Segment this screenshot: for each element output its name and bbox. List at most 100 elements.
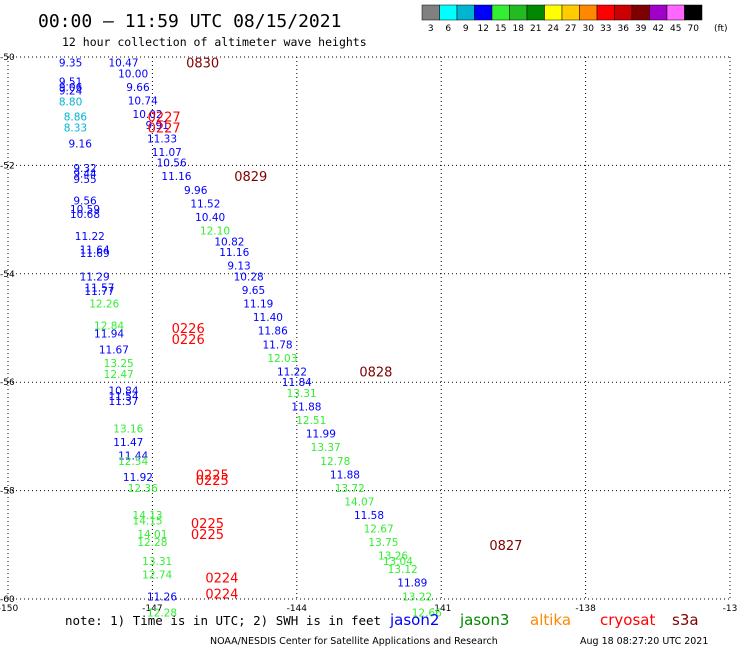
wave-height-value: 9.56 (73, 196, 97, 208)
scale-swatch (631, 4, 650, 21)
wave-height-value: 11.89 (397, 578, 427, 590)
scale-label: 3 (428, 24, 434, 34)
wave-height-value: 10.59 (70, 204, 100, 216)
wave-height-value: 13.12 (388, 564, 418, 576)
wave-height-value: 10.74 (128, 95, 158, 107)
pass-time-label: 0830 (186, 56, 219, 71)
grid-lines (7, 56, 731, 600)
legend-jason2: jason2 (389, 611, 439, 629)
wave-height-value: 9.55 (73, 174, 96, 186)
scale-label: 30 (583, 24, 595, 34)
wave-height-value: 12.26 (89, 299, 119, 311)
wave-height-value: 11.88 (330, 469, 360, 481)
x-tick-label: -138 (575, 604, 596, 614)
wave-height-value: 11.22 (277, 366, 307, 378)
y-tick-label: -60 (0, 595, 15, 605)
scale-label: 6 (445, 24, 451, 34)
wave-height-value: 13.16 (113, 423, 143, 435)
scale-swatch (561, 4, 580, 21)
scale-label: 18 (513, 24, 525, 34)
pass-time-label: 0829 (234, 170, 267, 185)
wave-height-value: 12.84 (94, 320, 124, 332)
wave-height-value: 13.25 (104, 358, 134, 370)
wave-height-value: 11.54 (108, 391, 138, 403)
pass-time-label: 0226 (172, 322, 205, 337)
wave-height-value: 11.58 (354, 510, 384, 522)
pass-time-label: 0828 (359, 365, 392, 380)
pass-time-label: 0827 (489, 539, 522, 554)
wave-height-value: 11.44 (118, 450, 148, 462)
y-tick-label: -56 (0, 378, 15, 388)
pass-time-label: 0225 (196, 468, 229, 483)
chart-title: 00:00 – 11:59 UTC 08/15/2021 (38, 11, 341, 32)
wave-height-value: 11.77 (84, 286, 114, 298)
wave-height-value: 13.75 (368, 537, 398, 549)
wave-height-value: 9.44 (73, 169, 97, 181)
scale-label: 12 (478, 24, 489, 34)
wave-height-value: 10.82 (214, 236, 244, 248)
wave-height-value: 11.52 (190, 198, 220, 210)
wave-height-value: 10.68 (70, 209, 100, 221)
x-tick-label: -13 (723, 604, 738, 614)
wave-height-value: 12.54 (118, 456, 148, 468)
scale-label: 9 (463, 24, 469, 34)
wave-height-value: 11.37 (108, 396, 138, 408)
wave-height-value: 11.40 (253, 312, 283, 324)
pass-time-label: 0225 (196, 474, 229, 489)
wave-height-value: 9.16 (69, 139, 93, 151)
wave-height-value: 9.06 (59, 82, 83, 94)
wave-height-value: 12.74 (142, 570, 172, 582)
scale-label: 45 (670, 24, 681, 34)
wave-height-value: 13.22 (402, 591, 432, 603)
wave-height-value: 14.01 (137, 529, 167, 541)
scale-label: 36 (618, 24, 630, 34)
wave-height-value: 14.15 (133, 515, 163, 527)
wave-height-value: 14.13 (133, 510, 163, 522)
pass-time-label: 0225 (191, 517, 224, 532)
wave-height-value: 10.40 (195, 212, 225, 224)
wave-height-value: 11.16 (219, 247, 249, 259)
wave-height-value: 12.78 (320, 456, 350, 468)
wave-height-value: 10.56 (157, 158, 187, 170)
x-tick-label: -144 (287, 604, 308, 614)
scale-swatch (456, 4, 475, 21)
wave-height-value: 13.31 (142, 556, 172, 568)
wave-height-value: 10.84 (108, 385, 138, 397)
wave-height-value: 8.80 (59, 96, 82, 108)
wave-height-value: 13.26 (378, 551, 408, 563)
pass-time-label: 0227 (148, 121, 181, 136)
wave-height-value: 12.47 (104, 369, 134, 381)
wave-height-value: 9.24 (59, 86, 83, 98)
wave-height-value: 12.66 (412, 608, 442, 620)
wave-height-value: 11.86 (258, 326, 288, 338)
wave-height-value: 11.84 (282, 377, 312, 389)
wave-height-value: 11.99 (306, 429, 336, 441)
y-tick-label: -58 (0, 487, 15, 497)
wave-height-value: 11.07 (152, 147, 182, 159)
scale-label: 21 (530, 24, 541, 34)
wave-height-value: 11.47 (113, 437, 143, 449)
wave-height-value: 14.07 (344, 496, 374, 508)
wave-height-value: 13.04 (383, 556, 413, 568)
wave-height-value: 12.67 (364, 524, 394, 536)
wave-height-value: 12.36 (128, 483, 158, 495)
wave-height-value: 11.22 (75, 231, 105, 243)
scale-label: 70 (688, 24, 700, 34)
wave-height-value: 13.37 (311, 442, 341, 454)
scale-swatch (474, 4, 493, 21)
y-tick-label: -54 (0, 270, 15, 280)
legend-jason3: jason3 (459, 611, 509, 629)
footer-timestamp: Aug 18 08:27:20 UTC 2021 (580, 636, 708, 647)
scale-swatch (614, 4, 633, 21)
wave-height-value: 11.67 (99, 345, 129, 357)
wave-height-value: 9.91 (146, 120, 169, 132)
x-tick-label: -147 (142, 604, 162, 614)
wave-height-value: 11.29 (80, 272, 110, 284)
wave-height-value: 12.10 (200, 225, 230, 237)
satellite-legend: jason2 jason3 altika cryosat s3a (389, 611, 699, 629)
scale-swatch (509, 4, 528, 21)
wave-height-value: 10.47 (108, 57, 138, 69)
scale-label: 33 (600, 24, 611, 34)
